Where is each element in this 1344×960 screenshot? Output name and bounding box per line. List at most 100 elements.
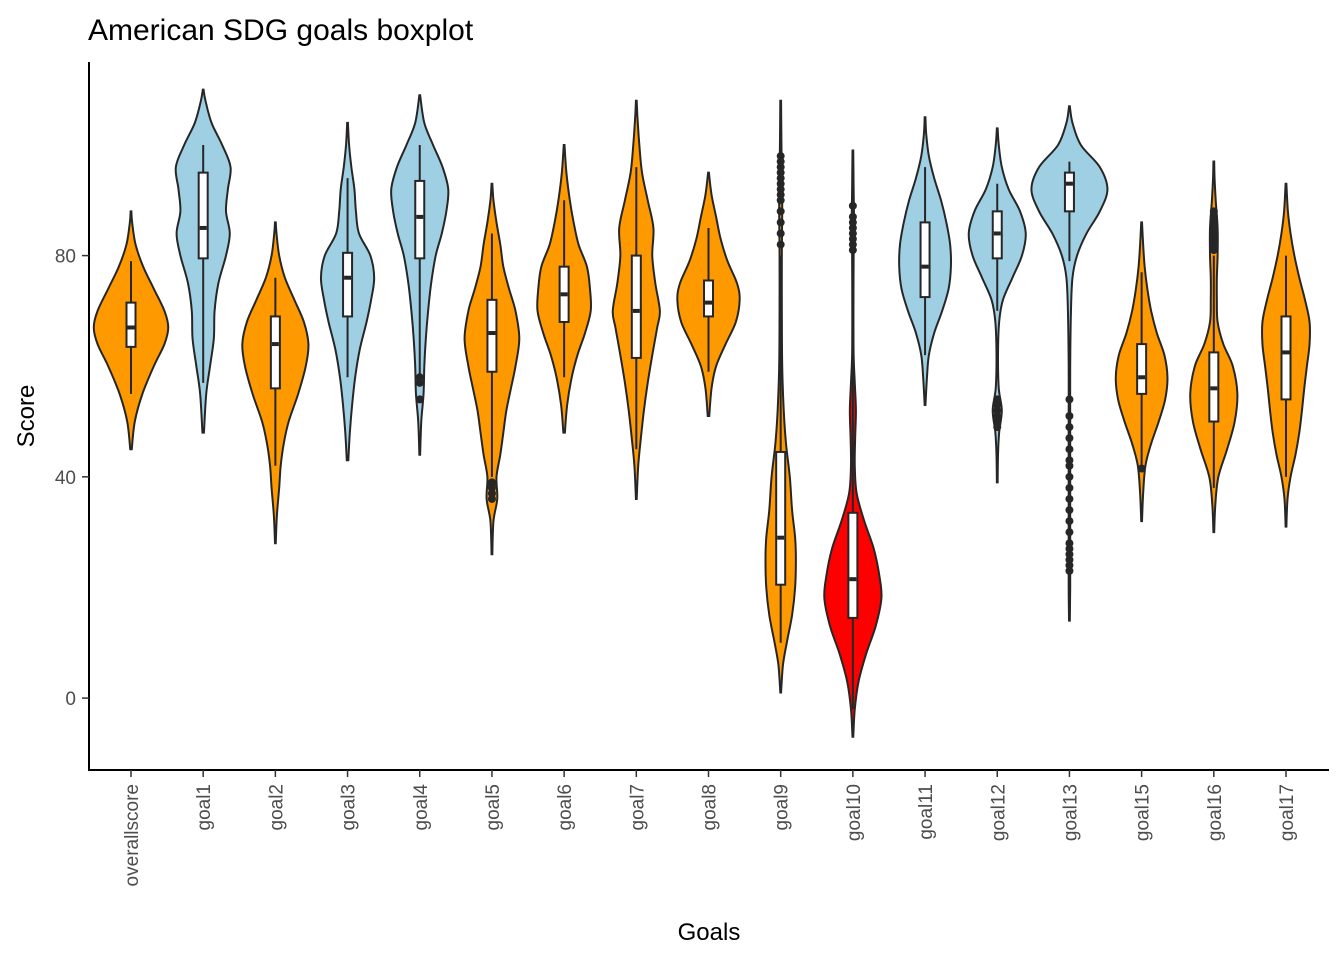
outlier-point [776, 190, 785, 199]
y-tick-label: 40 [55, 468, 76, 489]
violin-goal10 [823, 149, 883, 738]
violin-goal2 [241, 221, 310, 545]
outlier-point [776, 174, 785, 183]
outlier-point [1065, 412, 1074, 420]
x-tick-label: goal9 [772, 784, 793, 831]
x-tick-label: goal3 [339, 784, 360, 831]
outlier-point [1065, 555, 1074, 564]
outlier-point [1065, 494, 1074, 503]
violin-goal16 [1189, 160, 1239, 534]
y-axis: 0 40 80 [55, 247, 89, 710]
violin-goal6 [536, 143, 593, 434]
box [919, 221, 931, 299]
outlier-point [1065, 434, 1074, 443]
outlier-point [1209, 235, 1218, 243]
outlier-point [848, 235, 857, 243]
outlier-point [1209, 246, 1218, 255]
outlier-point [1065, 461, 1074, 470]
outlier-point [1065, 483, 1074, 492]
x-tick-label: goal1 [194, 784, 215, 831]
violin-goal15 [1114, 221, 1169, 523]
y-axis-title: Score [13, 385, 40, 448]
outlier-point [993, 417, 1002, 426]
y-tick-label: 80 [55, 247, 76, 268]
outlier-point [776, 229, 785, 238]
box [1063, 171, 1075, 213]
box [125, 301, 137, 348]
outlier-point [1065, 566, 1074, 575]
outlier-point [776, 218, 785, 227]
outlier-point [415, 378, 424, 387]
outlier-point [776, 168, 785, 177]
box [342, 251, 354, 318]
box [269, 315, 281, 390]
outlier-point [848, 218, 857, 227]
outlier-point [848, 229, 857, 238]
chart-title: American SDG goals boxplot [88, 14, 474, 47]
outlier-point [487, 494, 496, 503]
violin-goal11 [898, 116, 952, 406]
box [630, 254, 642, 359]
outlier-point [415, 395, 424, 404]
outlier-point [848, 212, 857, 221]
x-tick-label: goal16 [1205, 784, 1226, 841]
x-tick-label: goal5 [483, 784, 504, 831]
box [847, 511, 859, 619]
y-tick-label: 0 [65, 689, 76, 710]
x-tick-label: goal10 [844, 784, 865, 841]
box [1136, 343, 1148, 395]
x-tick-label: overallscore [122, 784, 143, 886]
x-tick-label: goal17 [1277, 784, 1298, 841]
violin-goal3 [319, 121, 376, 462]
outlier-point [1209, 207, 1218, 216]
outlier-point [776, 152, 785, 161]
outlier-point [776, 179, 785, 188]
violin-shape [1030, 105, 1109, 622]
outlier-point [1065, 456, 1074, 465]
outlier-point [1209, 212, 1218, 221]
violin-goal1 [174, 88, 232, 434]
outlier-point [487, 489, 496, 498]
outlier-point [1065, 561, 1074, 570]
box [703, 279, 714, 318]
outlier-point [848, 246, 857, 255]
outlier-point [415, 373, 424, 382]
violin-goal9 [764, 99, 797, 694]
violin-overallscore [92, 210, 170, 451]
outlier-point [993, 406, 1002, 415]
x-tick-label: goal2 [266, 784, 287, 831]
outlier-point [1209, 218, 1218, 227]
x-tick-label: goal4 [411, 784, 432, 831]
outlier-point [848, 240, 857, 249]
outlier-point [1065, 506, 1074, 515]
outlier-point [1065, 423, 1074, 432]
outlier-point [1209, 229, 1218, 238]
outlier-point [1065, 472, 1074, 481]
x-tick-label: goal11 [916, 784, 937, 840]
outlier-point [1065, 528, 1074, 537]
violin-goal4 [390, 94, 450, 456]
outlier-point [776, 185, 785, 194]
violin-goal5 [463, 182, 521, 556]
violins-layer [92, 88, 1312, 738]
box [197, 171, 209, 260]
outlier-point [1065, 445, 1074, 454]
outlier-point [848, 223, 857, 232]
x-axis: overallscore goal1 goal2 goal3 goal4 goal5 goa… [122, 770, 1298, 886]
x-tick-label: goal13 [1060, 784, 1081, 841]
violin-goal8 [676, 171, 741, 417]
outlier-point [1065, 395, 1074, 404]
x-tick-label: goal12 [988, 784, 1009, 841]
outlier-point [776, 157, 785, 166]
violin-goal13 [1030, 105, 1109, 622]
outlier-point [993, 395, 1002, 404]
outlier-point [1065, 539, 1074, 548]
violin-goal17 [1260, 182, 1312, 528]
outlier-point [1209, 223, 1218, 232]
outlier-point [1209, 240, 1218, 249]
x-tick-label: goal7 [627, 784, 648, 831]
x-tick-label: goal6 [555, 784, 576, 831]
outlier-point [1137, 464, 1146, 473]
outlier-point [776, 240, 785, 249]
